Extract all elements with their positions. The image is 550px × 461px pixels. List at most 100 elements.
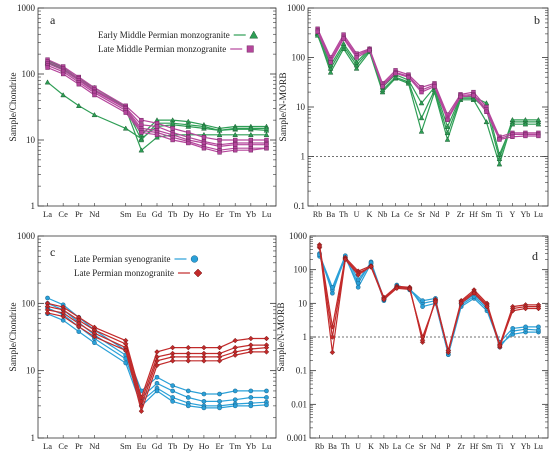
data-point (45, 295, 50, 301)
data-point (92, 92, 97, 98)
y-tick-label: 0.1 (294, 201, 305, 211)
data-point (353, 65, 360, 71)
data-point (342, 256, 349, 263)
y-tick-label: 10 (26, 135, 36, 145)
x-tick-label: Zr (457, 210, 465, 219)
data-point (233, 142, 238, 147)
data-point (154, 134, 160, 140)
x-tick-label: Sm (481, 210, 492, 219)
data-point (122, 125, 129, 131)
data-point (497, 342, 503, 349)
data-point (122, 347, 129, 354)
x-tick-label: Tb (168, 209, 177, 219)
data-point (201, 344, 207, 351)
sample-line (47, 305, 267, 404)
data-point (420, 304, 425, 309)
data-point (248, 335, 254, 342)
data-point (340, 40, 347, 46)
data-point (154, 132, 160, 137)
panel-letter: a (50, 13, 56, 27)
x-tick-label: Lu (262, 441, 272, 451)
legend-label: Late Middle Permian monzogranite (98, 44, 226, 54)
data-point (483, 118, 490, 125)
data-point (60, 92, 66, 98)
x-tick-label: Yb (246, 209, 256, 219)
data-point (509, 121, 516, 127)
data-point (248, 131, 254, 137)
data-point (123, 110, 128, 115)
data-point (329, 349, 336, 356)
data-point (217, 405, 222, 411)
x-tick-label: Rb (315, 442, 324, 451)
data-point (248, 148, 254, 153)
legend-label: Late Permian monzogranite (74, 268, 174, 278)
x-tick-label: K (368, 442, 374, 451)
data-point (185, 388, 191, 394)
x-tick-label: Tb (168, 441, 177, 451)
data-point (497, 137, 502, 142)
data-point (341, 36, 346, 41)
data-point (139, 117, 144, 123)
data-point (327, 69, 334, 75)
y-tick-label: 0.01 (291, 399, 307, 409)
data-point (355, 277, 361, 283)
x-tick-label: Ce (58, 441, 68, 451)
x-tick-label: Tm (229, 209, 241, 219)
sample-line (318, 254, 539, 353)
data-point (444, 129, 451, 136)
data-point (315, 29, 320, 35)
x-tick-label: Sr (418, 210, 425, 219)
data-point (406, 75, 411, 80)
data-point (201, 399, 207, 404)
data-point (138, 408, 145, 414)
panel-letter: b (534, 13, 540, 27)
y-tick-label: 1 (301, 152, 306, 162)
data-point (380, 84, 385, 89)
data-point (170, 126, 175, 131)
series-2 (316, 241, 542, 356)
data-point (138, 137, 145, 143)
data-point (496, 151, 503, 157)
sample-line (47, 302, 267, 400)
x-tick-label: Ho (199, 209, 209, 219)
legend-label: Early Middle Permian monzogranite (98, 30, 230, 40)
y-tick-label: 1000 (289, 231, 308, 241)
series-2 (45, 57, 269, 155)
data-point (170, 383, 175, 388)
data-point (484, 109, 489, 114)
data-point (232, 397, 238, 403)
data-point (263, 125, 270, 131)
legend-marker (190, 255, 199, 263)
data-point (354, 55, 359, 60)
data-point (154, 362, 160, 369)
data-point (169, 358, 176, 364)
data-point (248, 125, 254, 131)
data-point (353, 59, 360, 65)
data-point (154, 388, 160, 394)
data-point (232, 388, 238, 394)
data-point (232, 125, 239, 131)
data-point (535, 121, 542, 127)
data-point (154, 349, 160, 355)
data-point (327, 62, 334, 68)
data-point (217, 399, 222, 404)
data-point (264, 395, 269, 400)
x-tick-label: Nd (430, 210, 440, 219)
data-point (394, 285, 400, 292)
data-point (76, 82, 81, 87)
x-tick-label: La (43, 441, 52, 451)
x-tick-label: Eu (137, 209, 147, 219)
x-tick-label: Sm (120, 209, 132, 219)
data-point (248, 395, 254, 400)
data-point (471, 93, 476, 98)
panel-a: 1 10 100 1000 Sample/Chondrite La Ce Pr Nd Sm Eu Gd… (9, 3, 277, 219)
x-tick-label: Pr (75, 441, 83, 451)
x-tick-label: La (43, 209, 52, 219)
panel-letter: c (50, 245, 55, 259)
data-point (185, 344, 192, 351)
x-tick-label: Gd (152, 441, 163, 451)
y-tick-label: 1 (303, 332, 308, 342)
panel-b: 0.1 1 10 100 1000 Sample/N-MORB Rb Ba Th U K Nb La Ce… (279, 3, 549, 219)
data-point (496, 161, 503, 167)
data-point (418, 128, 425, 134)
